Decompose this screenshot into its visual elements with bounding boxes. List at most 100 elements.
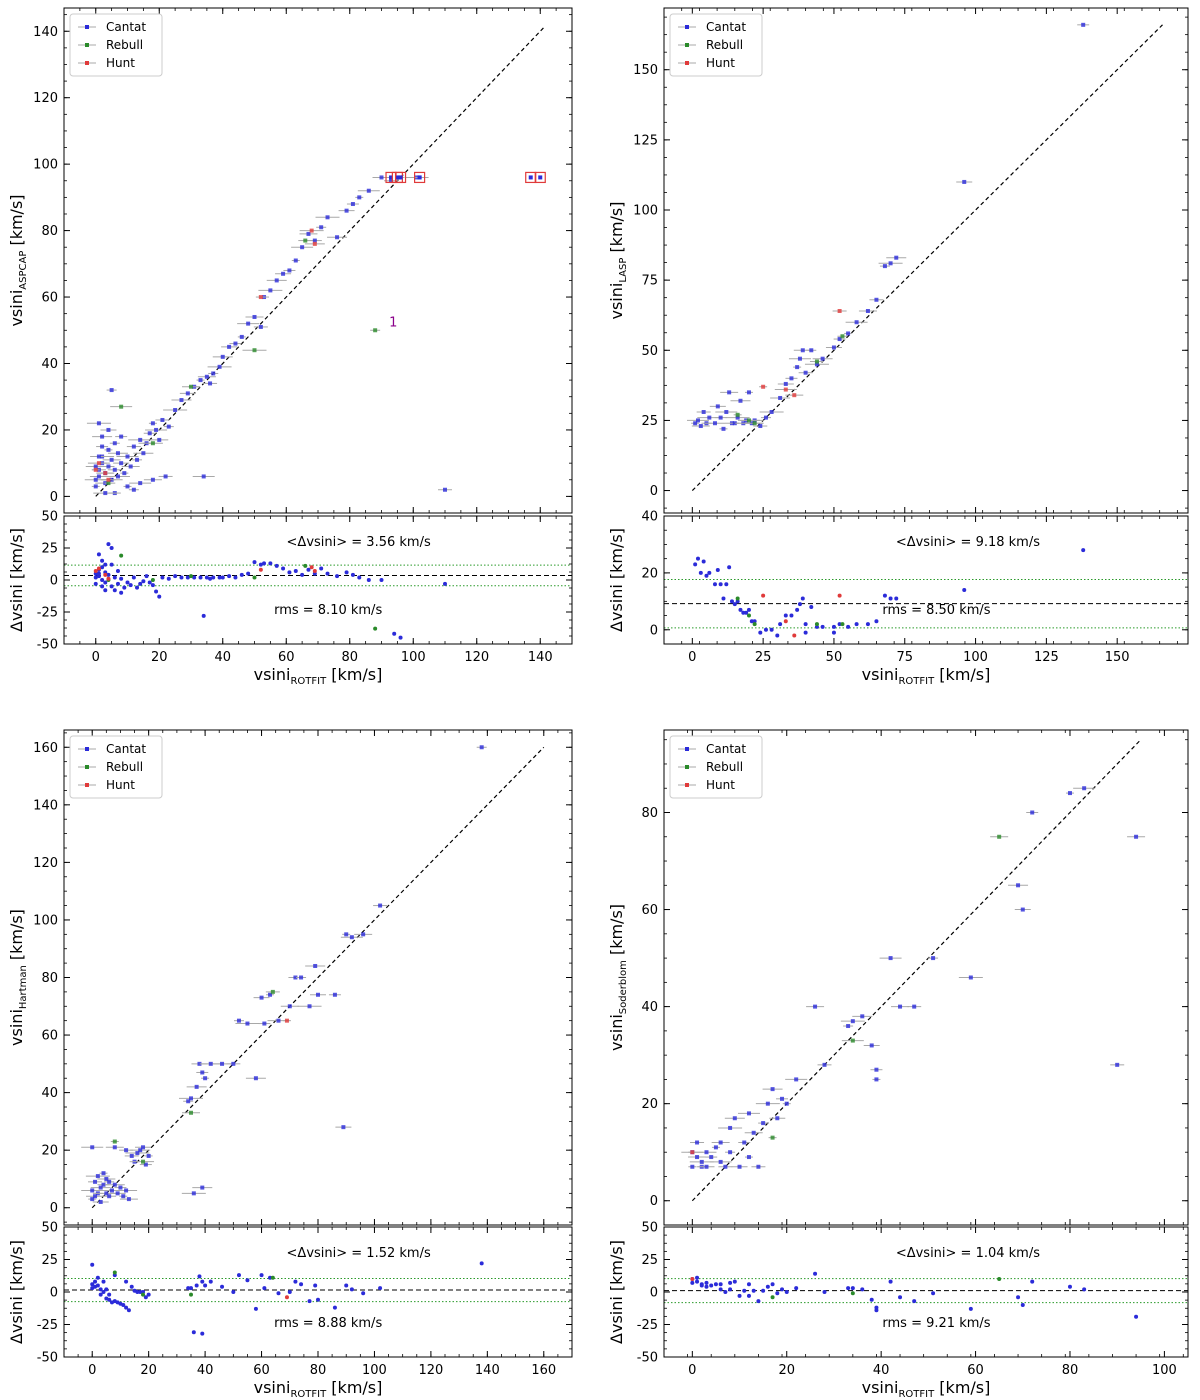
res-cantat-point — [259, 1273, 264, 1278]
res-cantat-point — [141, 579, 146, 584]
main-plot-area — [681, 739, 1146, 1202]
res-xtick-label: 60 — [967, 1363, 984, 1378]
cantat-point — [104, 1191, 109, 1196]
main-ytick-label: 40 — [41, 357, 58, 372]
res-rebull-point — [770, 1295, 775, 1300]
hunt-point — [103, 471, 108, 476]
cantat-point — [727, 390, 732, 395]
legend-label-hunt: Hunt — [706, 56, 735, 70]
legend-label-cantat: Cantat — [106, 20, 146, 34]
cantat-point — [154, 427, 159, 432]
res-cantat-point — [869, 1297, 874, 1302]
cantat-point — [109, 1188, 114, 1193]
cantat-point — [690, 1164, 695, 1169]
one-to-one-line — [691, 739, 1142, 1202]
cantat-point — [191, 1191, 196, 1196]
main-ytick-label: 140 — [33, 25, 58, 40]
res-cantat-point — [119, 576, 124, 581]
res-xtick-label: 120 — [418, 1363, 443, 1378]
res-cantat-point — [93, 575, 98, 580]
res-cantat-point — [276, 1291, 281, 1296]
main-ytick-label: 40 — [41, 1086, 58, 1101]
res-ytick-label: -50 — [37, 638, 58, 653]
res-cantat-point — [732, 602, 737, 607]
cantat-point — [125, 484, 130, 489]
cantat-point — [1082, 786, 1087, 791]
one-to-one-line — [691, 24, 1163, 491]
cantat-point — [147, 431, 152, 436]
main-ytick-label: 120 — [33, 856, 58, 871]
cantat-point — [746, 1155, 751, 1160]
res-cantat-point — [912, 1299, 917, 1304]
res-cantat-point — [775, 1291, 780, 1296]
cantat-point — [208, 381, 213, 386]
rms-annotation: rms = 9.21 km/s — [882, 1316, 990, 1331]
cantat-point — [106, 447, 111, 452]
hunt-point — [96, 461, 101, 466]
res-cantat-point — [704, 1284, 709, 1289]
cantat-point — [124, 1188, 129, 1193]
res-cantat-point — [316, 1297, 320, 1302]
legend-label-hunt: Hunt — [706, 778, 735, 792]
res-cantat-point — [699, 1282, 704, 1287]
cantat-point — [262, 1021, 267, 1026]
cantat-point — [112, 441, 117, 446]
res-hunt-point — [106, 576, 111, 581]
res-cantat-point — [814, 624, 819, 629]
res-ytick-label: 0 — [650, 623, 658, 638]
res-cantat-point — [262, 1286, 267, 1291]
cantat-point — [1134, 834, 1139, 839]
main-axes-frame — [63, 7, 573, 514]
cantat-point — [695, 1155, 700, 1160]
rebull-point — [746, 418, 751, 423]
res-cantat-point — [287, 570, 292, 575]
cantat-point — [276, 1018, 281, 1023]
cantat-point — [784, 1101, 789, 1106]
main-axes-frame — [663, 7, 1189, 514]
res-cantat-point — [208, 576, 213, 581]
res-cantat-point — [197, 1274, 202, 1279]
cantat-point — [344, 208, 349, 213]
rebull-point — [150, 441, 155, 446]
xlabel: vsiniROTFIT [km/s] — [862, 665, 991, 687]
res-xtick-label: 60 — [278, 650, 295, 665]
cantat-point — [138, 1148, 143, 1153]
res-rebull-point — [270, 1275, 275, 1280]
boxed-point-marker — [394, 171, 407, 184]
cantat-point — [846, 331, 851, 336]
res-cantat-point — [882, 593, 887, 598]
res-xtick-label: 60 — [253, 1363, 270, 1378]
res-cantat-point — [220, 575, 225, 580]
res-cantat-point — [101, 1290, 106, 1294]
cantat-point — [96, 454, 101, 459]
cantat-point — [258, 324, 263, 329]
res-cantat-point — [727, 565, 732, 570]
cantat-point — [713, 1145, 718, 1150]
cantat-point — [738, 398, 743, 403]
res-cantat-point — [138, 1290, 143, 1294]
cantat-point — [803, 370, 808, 375]
cantat-point — [728, 1125, 733, 1130]
res-ytick-label: 20 — [641, 566, 658, 581]
main-ytick-label: 50 — [641, 344, 658, 359]
cantat-point — [96, 421, 101, 426]
cantat-point — [699, 1159, 704, 1164]
cantat-point — [185, 391, 190, 396]
res-cantat-point — [198, 575, 203, 580]
cantat-point — [109, 457, 114, 462]
legend-label-cantat: Cantat — [706, 20, 746, 34]
cantat-point — [809, 348, 814, 353]
res-cantat-point — [379, 578, 384, 582]
res-cantat-point — [319, 566, 324, 571]
main-ytick-label: 100 — [633, 204, 658, 219]
cantat-point — [208, 1061, 213, 1066]
res-cantat-point — [737, 1293, 742, 1298]
res-hunt-point — [761, 593, 766, 598]
legend-marker-cantat — [85, 747, 89, 751]
res-cantat-point — [888, 596, 893, 601]
cantat-point — [131, 444, 136, 449]
cantat-point — [874, 1077, 879, 1082]
boxed-point — [395, 175, 400, 180]
rebull-point — [106, 481, 111, 486]
res-xtick-label: 80 — [341, 650, 358, 665]
